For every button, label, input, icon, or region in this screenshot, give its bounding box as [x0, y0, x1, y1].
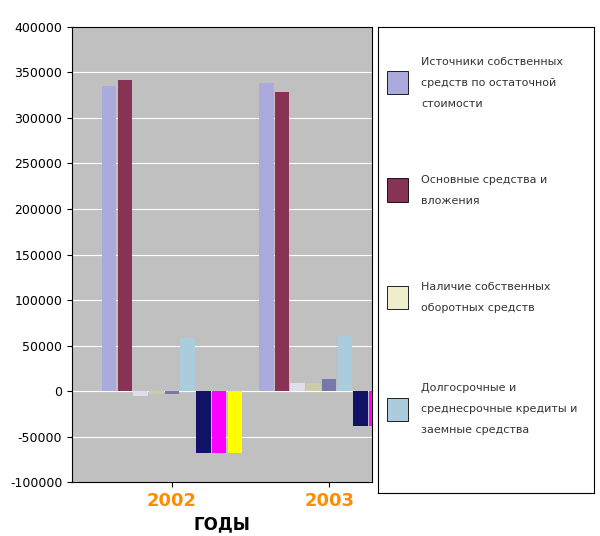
Bar: [353, 391, 368, 426]
Bar: [118, 80, 132, 391]
Bar: [386, 178, 408, 202]
Text: Основные средства и: Основные средства и: [421, 175, 547, 184]
Bar: [386, 286, 408, 309]
Bar: [212, 391, 226, 453]
Text: средств по остаточной: средств по остаточной: [421, 78, 556, 88]
Bar: [385, 391, 399, 426]
Bar: [149, 391, 164, 394]
Bar: [369, 391, 383, 426]
Bar: [259, 83, 274, 391]
Y-axis label: ТЫС. ГРН.: ТЫС. ГРН.: [0, 214, 4, 295]
Bar: [306, 383, 320, 391]
Text: среднесрочные кредиты и: среднесрочные кредиты и: [421, 404, 578, 414]
Text: Наличие собственных: Наличие собственных: [421, 282, 551, 292]
Bar: [196, 391, 211, 453]
Bar: [338, 336, 352, 391]
Bar: [133, 391, 148, 396]
Bar: [322, 378, 337, 391]
Bar: [227, 391, 242, 453]
Bar: [386, 71, 408, 94]
X-axis label: ГОДЫ: ГОДЫ: [194, 516, 250, 534]
Bar: [181, 338, 195, 391]
Bar: [275, 92, 289, 391]
Text: стоимости: стоимости: [421, 99, 483, 109]
Text: Источники собственных: Источники собственных: [421, 57, 563, 67]
Bar: [386, 398, 408, 421]
Text: Долгосрочные и: Долгосрочные и: [421, 383, 517, 393]
Bar: [102, 86, 116, 391]
Text: оборотных средств: оборотных средств: [421, 303, 535, 313]
Text: заемные средства: заемные средства: [421, 425, 529, 435]
Bar: [165, 391, 179, 394]
Bar: [290, 383, 305, 391]
Text: вложения: вложения: [421, 196, 480, 205]
